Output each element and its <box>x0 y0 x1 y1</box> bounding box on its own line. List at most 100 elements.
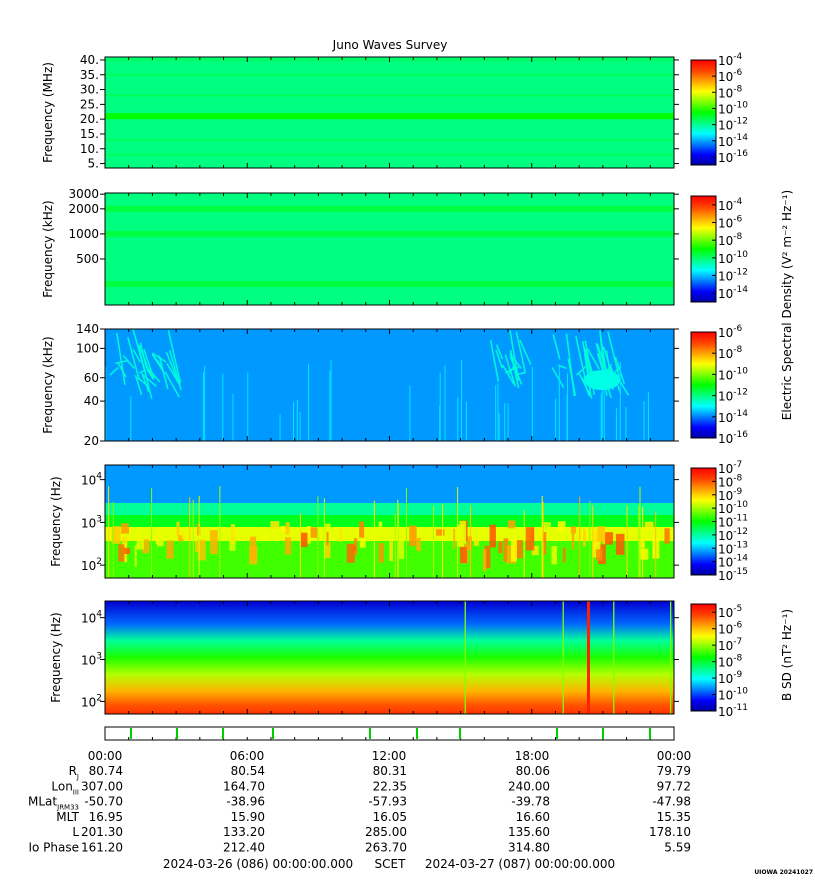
emission-patch <box>118 544 125 562</box>
emission-streak <box>509 330 520 381</box>
emission-patch <box>484 545 491 569</box>
ephemeris-value: 212.40 <box>223 841 265 855</box>
colorbar-tick-label: 10-14 <box>718 409 748 425</box>
ephemeris-value: 285.00 <box>365 825 407 839</box>
y-tick-label: 25. <box>80 97 99 111</box>
y-axis-label: Frequency (kHz) <box>41 336 55 433</box>
y-tick-label: 10. <box>80 142 99 156</box>
emission-patch <box>489 524 496 548</box>
emission-streak <box>489 339 500 382</box>
emission-patch <box>531 545 539 556</box>
spectrogram-image <box>105 329 674 441</box>
emission-streak <box>164 371 180 398</box>
emission-patch <box>542 522 551 532</box>
emission-patch <box>325 523 331 531</box>
emission-patch <box>562 547 566 563</box>
emission-streak <box>127 337 140 381</box>
emission-patch <box>644 521 654 530</box>
emission-streak <box>508 363 516 375</box>
ephemeris-value: 15.90 <box>231 810 265 824</box>
emission-patch <box>498 541 503 554</box>
emission-patch <box>571 533 575 550</box>
start-time: 2024-03-26 (086) 00:00:00.000 <box>163 857 353 871</box>
emission-patch <box>111 526 121 544</box>
emission-patch <box>605 532 614 545</box>
emission-patch <box>324 542 331 558</box>
y-tick-label: 102 <box>81 693 102 709</box>
emission-streak <box>168 349 182 391</box>
emission-patch <box>195 541 201 553</box>
spectrogram-panels: 40.35.30.25.20.15.10.5. Frequency (MHz) 10… <box>41 52 794 719</box>
emission-patch <box>157 532 164 547</box>
emission-band <box>105 205 674 212</box>
colorbar-tick-label: 10-10 <box>718 687 748 703</box>
colorbar-label: B SD (nT² Hz⁻¹) <box>780 609 794 701</box>
emission-patch <box>326 531 329 546</box>
colorbar <box>690 603 717 712</box>
emission-streak <box>122 355 135 369</box>
emission-patch <box>197 539 206 561</box>
emission-patch <box>503 538 509 562</box>
emission-patch <box>638 538 645 549</box>
colorbar-tick-label: 10-6 <box>718 621 743 637</box>
y-tick-label: 35. <box>80 68 99 82</box>
emission-streak <box>519 339 532 366</box>
spectrogram-panel-1: 40.35.30.25.20.15.10.5. Frequency (MHz) 10… <box>41 52 748 171</box>
colorbar <box>690 331 717 439</box>
colorbar <box>690 59 717 166</box>
ephemeris-value: -50.70 <box>84 795 123 809</box>
emission-patch <box>583 529 586 547</box>
ephemeris-value: 161.20 <box>81 841 123 855</box>
spectrogram-panel-4: 104 103 102 Frequency (Hz) 10-710-810-910-10… <box>49 460 748 583</box>
emission-patch <box>592 529 601 544</box>
y-tick-label: 103 <box>81 652 102 668</box>
emission-patch <box>378 543 384 563</box>
colorbar-tick-label: 10-10 <box>718 100 748 116</box>
emission-patch <box>121 523 129 534</box>
colorbar-tick-label: 10-11 <box>718 514 748 530</box>
y-tick-label: 20 <box>84 434 99 448</box>
emission-streak <box>565 333 576 397</box>
time-label: 00:00 <box>88 749 123 763</box>
y-tick-label: 40. <box>80 53 99 67</box>
y-tick-label: 15. <box>80 127 99 141</box>
emission-patch <box>284 537 292 555</box>
emission-patch <box>249 536 257 560</box>
colorbar-tick-label: 10-8 <box>718 84 743 100</box>
ephemeris-row-label: Io Phase <box>28 841 79 855</box>
emission-patch <box>664 528 670 544</box>
y-tick-label: 60 <box>84 371 99 385</box>
ephemeris-value: 178.10 <box>649 825 691 839</box>
y-axis-label: Frequency (MHz) <box>41 62 55 163</box>
ephemeris-value: 79.79 <box>657 764 691 778</box>
colorbar-tick-label: 10-8 <box>718 473 743 489</box>
emission-streak <box>167 330 182 384</box>
ephemeris-value: -57.93 <box>368 795 407 809</box>
y-tick-label: 30. <box>80 83 99 97</box>
ephemeris-row-label: LonIII <box>51 779 79 796</box>
colorbar-label: Electric Spectral Density (V² m⁻² Hz⁻¹) <box>780 190 794 420</box>
colorbar-tick-label: 10-10 <box>718 250 748 266</box>
ephemeris-value: 135.60 <box>508 825 550 839</box>
emission-streak <box>151 353 166 374</box>
emission-streak <box>575 335 587 382</box>
emission-patch <box>142 539 150 554</box>
colorbar-tick-label: 10-12 <box>718 527 748 543</box>
y-tick-label: 103 <box>81 514 102 530</box>
colorbar-tick-label: 10-16 <box>718 430 748 446</box>
y-axis-label: Frequency (Hz) <box>49 612 63 703</box>
emission-patch <box>551 546 557 565</box>
emission-patch <box>339 529 343 542</box>
y-tick-label: 20. <box>80 112 99 126</box>
ephemeris-value: 263.70 <box>365 841 407 855</box>
emission-band <box>105 230 674 237</box>
y-tick-label: 1000 <box>68 227 99 241</box>
emission-patch <box>570 526 576 534</box>
emission-patch <box>435 529 445 536</box>
emission-patch <box>466 536 472 551</box>
emission-streak <box>132 348 142 363</box>
ephemeris-value: 16.05 <box>373 810 407 824</box>
ephemeris-value: 80.74 <box>89 764 123 778</box>
y-tick-label: 2000 <box>68 202 99 216</box>
